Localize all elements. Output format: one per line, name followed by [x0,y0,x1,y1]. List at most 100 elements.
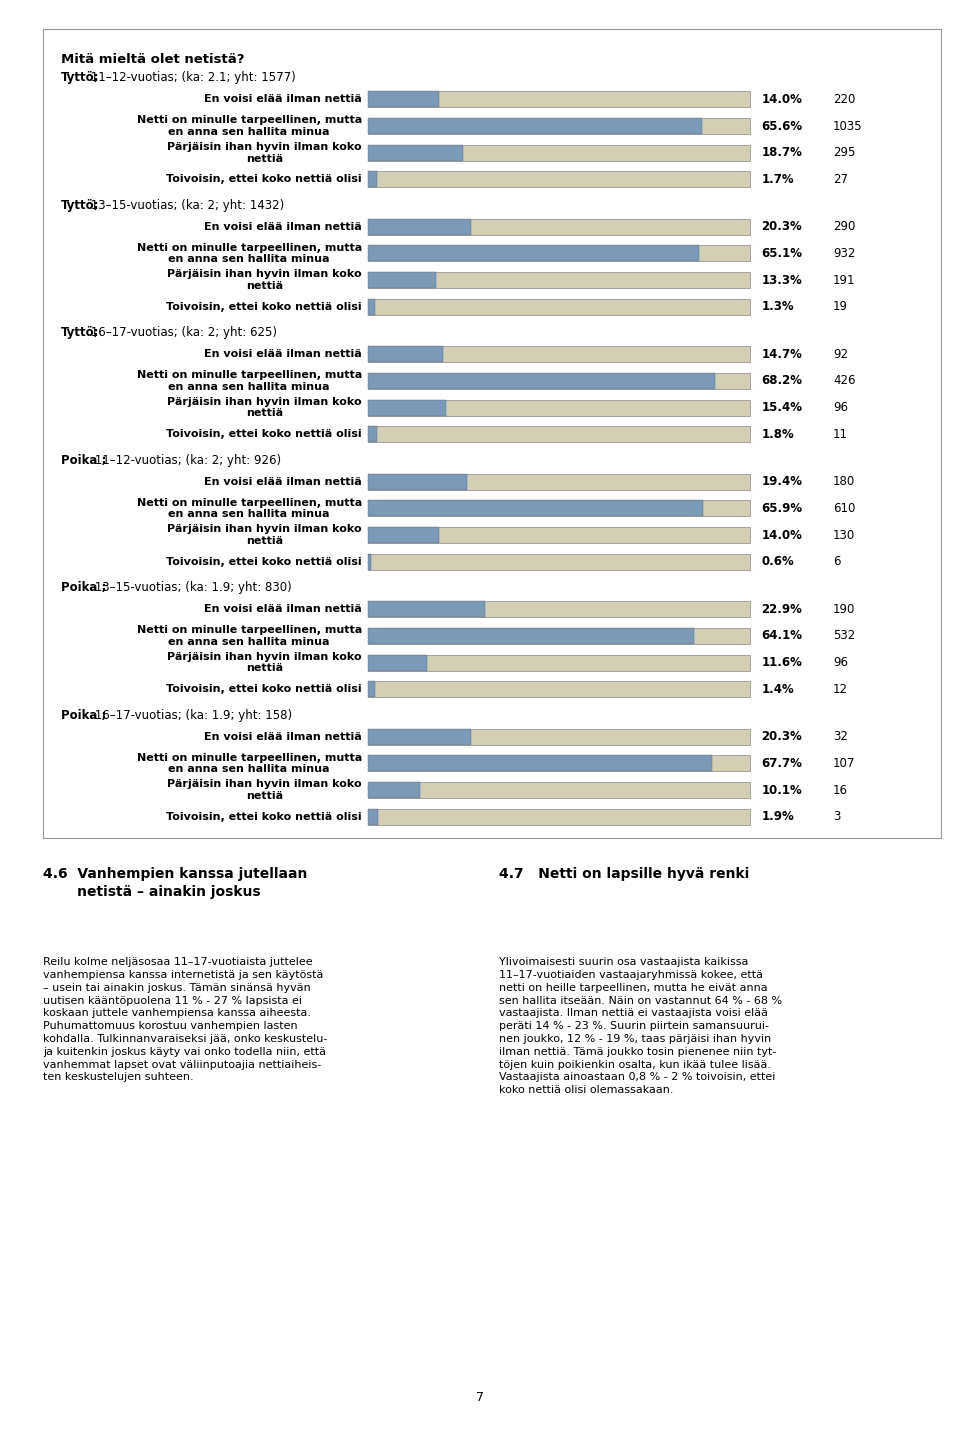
Text: 96: 96 [833,656,848,669]
Text: 932: 932 [833,246,855,259]
Text: Pärjäisin ihan hyvin ilman koko
nettiä: Pärjäisin ihan hyvin ilman koko nettiä [167,652,362,674]
Text: Pärjäisin ihan hyvin ilman koko
nettiä: Pärjäisin ihan hyvin ilman koko nettiä [167,397,362,418]
Text: 19: 19 [833,301,848,314]
FancyBboxPatch shape [368,219,750,235]
FancyBboxPatch shape [368,427,377,443]
FancyBboxPatch shape [368,655,427,671]
FancyBboxPatch shape [368,782,750,798]
FancyBboxPatch shape [368,681,375,698]
FancyBboxPatch shape [368,474,750,490]
FancyBboxPatch shape [368,92,750,107]
FancyBboxPatch shape [368,272,436,288]
Text: Pärjäisin ihan hyvin ilman koko
nettiä: Pärjäisin ihan hyvin ilman koko nettiä [167,524,362,546]
FancyBboxPatch shape [368,555,372,570]
Text: 107: 107 [833,757,855,770]
Text: Toivoisin, ettei koko nettiä olisi: Toivoisin, ettei koko nettiä olisi [166,557,362,567]
Text: Netti on minulle tarpeellinen, mutta
en anna sen hallita minua: Netti on minulle tarpeellinen, mutta en … [136,370,362,391]
Text: Tyttö;: Tyttö; [61,72,100,85]
Text: Tyttö;: Tyttö; [61,327,100,340]
Text: 190: 190 [833,603,855,616]
Text: 13–15-vuotias; (ka: 1.9; yht: 830): 13–15-vuotias; (ka: 1.9; yht: 830) [91,582,292,595]
FancyBboxPatch shape [368,118,702,135]
Text: 15.4%: 15.4% [761,401,803,414]
FancyBboxPatch shape [368,602,485,618]
Text: 19.4%: 19.4% [761,476,803,489]
FancyBboxPatch shape [368,118,750,135]
Text: 64.1%: 64.1% [761,629,803,642]
FancyBboxPatch shape [368,373,750,388]
Text: 11.6%: 11.6% [761,656,803,669]
FancyBboxPatch shape [368,655,750,671]
FancyBboxPatch shape [368,808,750,825]
FancyBboxPatch shape [368,527,440,543]
Text: Toivoisin, ettei koko nettiä olisi: Toivoisin, ettei koko nettiä olisi [166,430,362,440]
Text: Netti on minulle tarpeellinen, mutta
en anna sen hallita minua: Netti on minulle tarpeellinen, mutta en … [136,115,362,136]
Text: 1.4%: 1.4% [761,684,794,696]
FancyBboxPatch shape [368,728,750,745]
FancyBboxPatch shape [368,474,467,490]
FancyBboxPatch shape [368,728,471,745]
FancyBboxPatch shape [368,527,750,543]
FancyBboxPatch shape [368,299,750,315]
Text: 4.7   Netti on lapsille hyvä renki: 4.7 Netti on lapsille hyvä renki [499,867,750,881]
Text: 16–17-vuotias; (ka: 2; yht: 625): 16–17-vuotias; (ka: 2; yht: 625) [87,327,277,340]
Text: Mitä mieltä olet netistä?: Mitä mieltä olet netistä? [61,53,245,66]
FancyBboxPatch shape [368,808,378,825]
Text: 10.1%: 10.1% [761,784,802,797]
Text: 1.7%: 1.7% [761,173,794,186]
Text: 6: 6 [833,556,841,569]
FancyBboxPatch shape [368,145,750,160]
Text: Ylivoimaisesti suurin osa vastaajista kaikissa
11–17-vuotiaiden vastaajaryhmissä: Ylivoimaisesti suurin osa vastaajista ka… [499,957,782,1095]
Text: 130: 130 [833,529,855,542]
Text: Pärjäisin ihan hyvin ilman koko
nettiä: Pärjäisin ihan hyvin ilman koko nettiä [167,269,362,291]
Text: 1035: 1035 [833,119,863,132]
Text: 22.9%: 22.9% [761,603,803,616]
FancyBboxPatch shape [368,219,471,235]
Text: Poika ;: Poika ; [61,454,107,467]
Text: 92: 92 [833,348,848,361]
Text: 1.9%: 1.9% [761,810,794,824]
Text: Netti on minulle tarpeellinen, mutta
en anna sen hallita minua: Netti on minulle tarpeellinen, mutta en … [136,242,362,264]
Text: 65.6%: 65.6% [761,119,803,132]
FancyBboxPatch shape [368,172,750,188]
Text: En voisi elää ilman nettiä: En voisi elää ilman nettiä [204,605,362,615]
FancyBboxPatch shape [368,145,464,160]
Text: 1.8%: 1.8% [761,428,794,441]
Text: 67.7%: 67.7% [761,757,803,770]
Text: 191: 191 [833,274,855,287]
FancyBboxPatch shape [368,299,374,315]
Text: 13.3%: 13.3% [761,274,802,287]
FancyBboxPatch shape [368,500,750,516]
Text: En voisi elää ilman nettiä: En voisi elää ilman nettiä [204,732,362,742]
Text: 12: 12 [833,684,848,696]
Text: Poika ;: Poika ; [61,708,107,722]
Text: Pärjäisin ihan hyvin ilman koko
nettiä: Pärjäisin ihan hyvin ilman koko nettiä [167,780,362,801]
FancyBboxPatch shape [368,373,715,388]
Text: 13–15-vuotias; (ka: 2; yht: 1432): 13–15-vuotias; (ka: 2; yht: 1432) [87,199,284,212]
FancyBboxPatch shape [368,555,750,570]
Text: 220: 220 [833,93,855,106]
Text: En voisi elää ilman nettiä: En voisi elää ilman nettiä [204,222,362,232]
Text: 14.7%: 14.7% [761,348,803,361]
FancyBboxPatch shape [368,92,440,107]
Text: 426: 426 [833,374,855,387]
FancyBboxPatch shape [368,347,443,363]
Text: 27: 27 [833,173,848,186]
Text: 610: 610 [833,502,855,514]
Text: 295: 295 [833,146,855,159]
Text: 65.9%: 65.9% [761,502,803,514]
Text: 16–17-vuotias; (ka: 1.9; yht: 158): 16–17-vuotias; (ka: 1.9; yht: 158) [91,708,293,722]
Text: Toivoisin, ettei koko nettiä olisi: Toivoisin, ettei koko nettiä olisi [166,302,362,312]
FancyBboxPatch shape [368,628,694,643]
FancyBboxPatch shape [368,172,376,188]
Text: En voisi elää ilman nettiä: En voisi elää ilman nettiä [204,95,362,105]
FancyBboxPatch shape [368,681,750,698]
FancyBboxPatch shape [368,272,750,288]
FancyBboxPatch shape [368,755,750,771]
FancyBboxPatch shape [368,245,699,261]
Text: 290: 290 [833,221,855,234]
FancyBboxPatch shape [368,347,750,363]
Text: 20.3%: 20.3% [761,731,802,744]
Text: 0.6%: 0.6% [761,556,794,569]
Text: 180: 180 [833,476,855,489]
